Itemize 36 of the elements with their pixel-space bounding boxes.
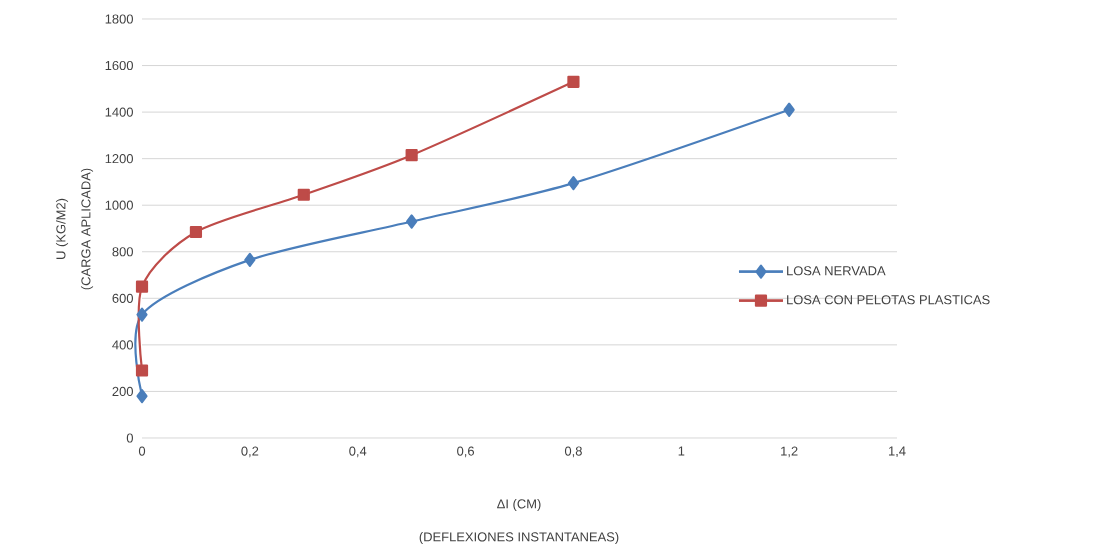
- y-tick-label: 600: [112, 293, 133, 303]
- point: [136, 307, 148, 322]
- point: [297, 188, 310, 201]
- point: [135, 364, 149, 377]
- y-tick-label: 1600: [105, 60, 133, 71]
- y-tick-label: 800: [112, 247, 133, 257]
- x-tick-label: 0: [138, 446, 146, 456]
- point: [189, 225, 203, 239]
- point: [136, 388, 148, 404]
- y-tick-label: 1000: [105, 200, 133, 210]
- point: [244, 252, 256, 268]
- x-tick-label: 1,4: [888, 446, 906, 458]
- y-tick-label: 0: [126, 433, 133, 443]
- x-tick-label: 0,6: [457, 446, 475, 458]
- y-tick-label: 1400: [105, 107, 133, 117]
- x-axis-title: ΔI (CM): [497, 498, 541, 512]
- point: [406, 214, 418, 229]
- point: [135, 280, 149, 293]
- text: (CARGA APLICADA): [80, 168, 94, 290]
- x-tick-label: 0,4: [349, 446, 367, 458]
- text: (DEFLEXIONES INSTANTANEAS): [419, 531, 619, 545]
- y-axis-title: U (KG/M2): [55, 198, 69, 259]
- point: [405, 149, 418, 162]
- x-tick-label: 0,2: [241, 446, 259, 458]
- legend-label: LOSA NERVADA: [787, 266, 886, 276]
- x-tick-label: 1: [678, 446, 685, 456]
- point: [567, 75, 580, 88]
- y-tick-label: 1200: [105, 154, 133, 164]
- point: [567, 175, 580, 191]
- point: [783, 102, 795, 117]
- y-tick-label: 400: [112, 340, 133, 350]
- x-tick-label: 1,2: [781, 446, 798, 458]
- legend-label: LOSA CON PELOTAS PLASTICAS: [787, 295, 990, 305]
- y-tick-label: 1800: [105, 14, 133, 24]
- y-tick-label: 200: [112, 386, 133, 397]
- x-tick-label: 0,8: [564, 446, 582, 458]
